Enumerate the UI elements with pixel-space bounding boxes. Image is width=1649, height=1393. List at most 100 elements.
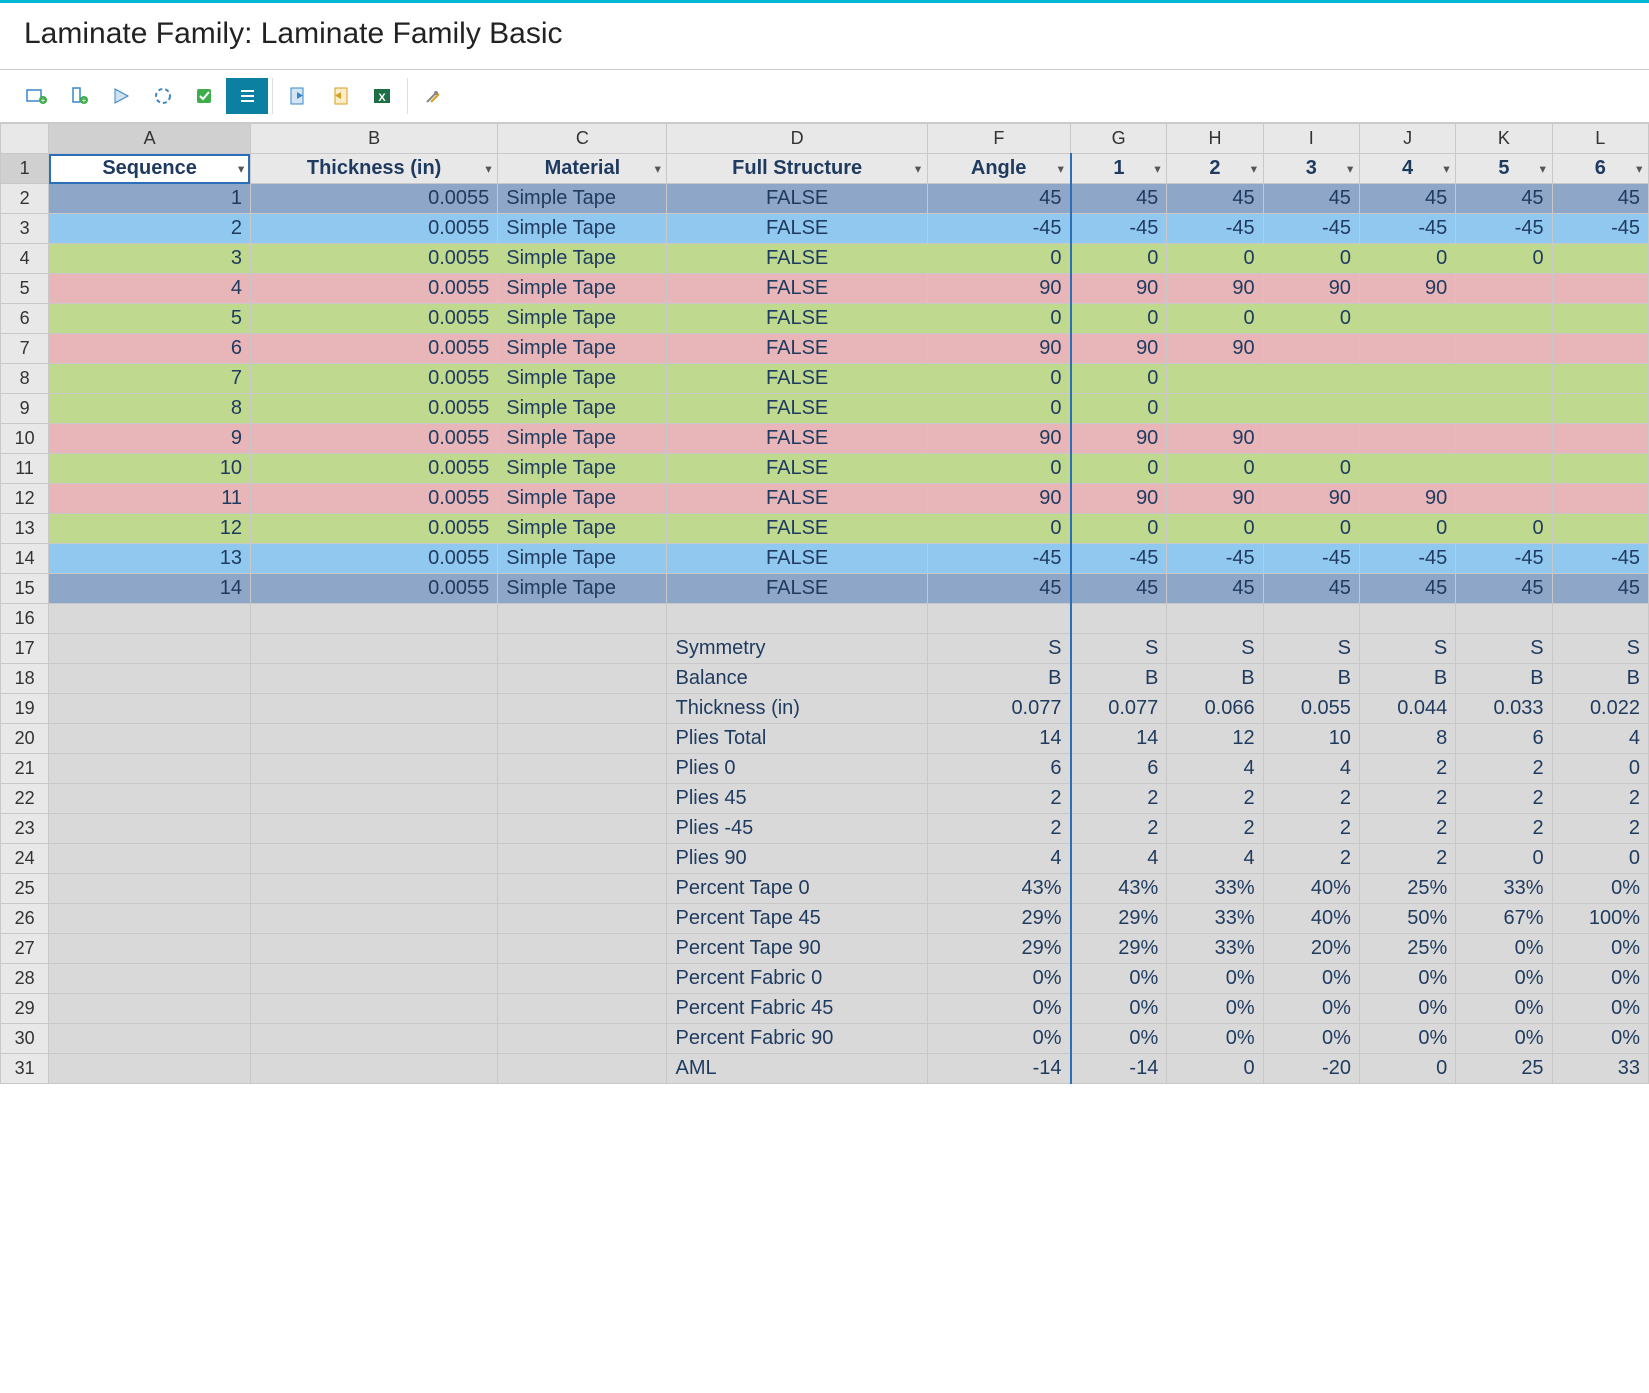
cell[interactable]: 45 [1071,184,1167,214]
cell[interactable]: -14 [1071,1054,1167,1084]
cell[interactable]: S [927,634,1070,664]
cell[interactable]: 0 [927,364,1070,394]
filter-dropdown-icon[interactable]: ▾ [1540,162,1546,175]
cell[interactable]: 14 [49,574,251,604]
cell[interactable]: 0 [927,304,1070,334]
cell[interactable] [1552,604,1648,634]
cell[interactable]: 67% [1456,904,1552,934]
cell[interactable] [927,604,1070,634]
row-number[interactable]: 28 [1,964,49,994]
cell[interactable]: 45 [1167,574,1263,604]
row-number[interactable]: 13 [1,514,49,544]
cell[interactable]: -45 [927,544,1070,574]
cell[interactable]: 6 [927,754,1070,784]
cell[interactable]: 90 [927,424,1070,454]
row-number[interactable]: 27 [1,934,49,964]
cell[interactable]: 2 [1456,814,1552,844]
cell[interactable]: 9 [49,424,251,454]
cell[interactable] [498,604,667,634]
cell[interactable]: 0 [1552,844,1648,874]
cell[interactable]: 0% [1263,964,1359,994]
cell[interactable]: 45 [1359,184,1455,214]
cell[interactable]: 0% [1552,994,1648,1024]
cell[interactable]: 8 [1359,724,1455,754]
excel-button[interactable]: X [361,78,403,114]
cell[interactable]: -45 [1552,544,1648,574]
cell[interactable]: 0 [1456,514,1552,544]
cell[interactable]: 6 [1456,724,1552,754]
cell[interactable]: 0.0055 [250,334,497,364]
cell[interactable] [1263,334,1359,364]
cell[interactable]: 0 [1456,244,1552,274]
cell[interactable]: 2 [1071,784,1167,814]
cell[interactable]: FALSE [667,334,927,364]
cell[interactable]: 0 [1071,394,1167,424]
cell[interactable] [49,664,251,694]
cell[interactable] [1552,424,1648,454]
cell[interactable] [250,964,497,994]
cell[interactable] [1552,514,1648,544]
cell[interactable]: B [1071,664,1167,694]
cell[interactable]: 0 [927,514,1070,544]
cell[interactable]: Simple Tape [498,424,667,454]
cell[interactable]: 0.044 [1359,694,1455,724]
row-number[interactable]: 4 [1,244,49,274]
cell[interactable]: 2 [1456,754,1552,784]
cell[interactable] [49,754,251,784]
cell[interactable] [498,904,667,934]
cell[interactable]: 3 [49,244,251,274]
cell[interactable] [1456,334,1552,364]
cell[interactable]: 0 [927,394,1070,424]
cell[interactable]: Simple Tape [498,304,667,334]
filter-dropdown-icon[interactable]: ▾ [1636,162,1642,175]
cell[interactable] [498,694,667,724]
cell[interactable]: 6 [1071,754,1167,784]
column-letter[interactable]: A [49,124,251,154]
check-button[interactable] [184,78,226,114]
cell[interactable]: 0 [1456,844,1552,874]
filter-dropdown-icon[interactable]: ▾ [1058,162,1064,175]
cell[interactable] [498,874,667,904]
cell[interactable] [1359,424,1455,454]
column-letter[interactable]: J [1359,124,1455,154]
column-header[interactable]: Material▾ [498,154,667,184]
cell[interactable] [1359,604,1455,634]
column-header[interactable]: 5▾ [1456,154,1552,184]
row-number[interactable]: 17 [1,634,49,664]
cell[interactable]: -45 [1456,214,1552,244]
row-number[interactable]: 19 [1,694,49,724]
cell[interactable]: 45 [1359,574,1455,604]
cell[interactable]: 2 [1071,814,1167,844]
cell[interactable]: 0 [1263,454,1359,484]
cell[interactable]: B [1359,664,1455,694]
cell[interactable] [49,934,251,964]
cell[interactable]: 2 [1359,844,1455,874]
cell[interactable]: B [1167,664,1263,694]
row-number[interactable]: 10 [1,424,49,454]
row-number[interactable]: 14 [1,544,49,574]
cell[interactable]: B [927,664,1070,694]
cell[interactable]: 33% [1167,904,1263,934]
cell[interactable] [498,1024,667,1054]
filter-dropdown-icon[interactable]: ▾ [238,162,244,175]
cell[interactable]: 2 [927,814,1070,844]
cell[interactable]: 29% [1071,934,1167,964]
cell[interactable]: 0 [1167,304,1263,334]
cell[interactable]: 0.0055 [250,544,497,574]
cell[interactable] [1071,604,1167,634]
cell[interactable]: 0% [1167,994,1263,1024]
cell[interactable]: 45 [1552,574,1648,604]
cell[interactable]: 100% [1552,904,1648,934]
cell[interactable]: Simple Tape [498,184,667,214]
cell[interactable] [1359,334,1455,364]
cell[interactable]: 90 [1071,424,1167,454]
cell[interactable]: 0% [1263,1024,1359,1054]
cell[interactable]: 0% [1167,964,1263,994]
cell[interactable] [1456,304,1552,334]
row-number[interactable]: 30 [1,1024,49,1054]
cell[interactable]: 45 [1263,574,1359,604]
cell[interactable]: 45 [1456,574,1552,604]
cell[interactable]: FALSE [667,574,927,604]
import-button[interactable] [277,78,319,114]
cell[interactable]: 45 [1167,184,1263,214]
